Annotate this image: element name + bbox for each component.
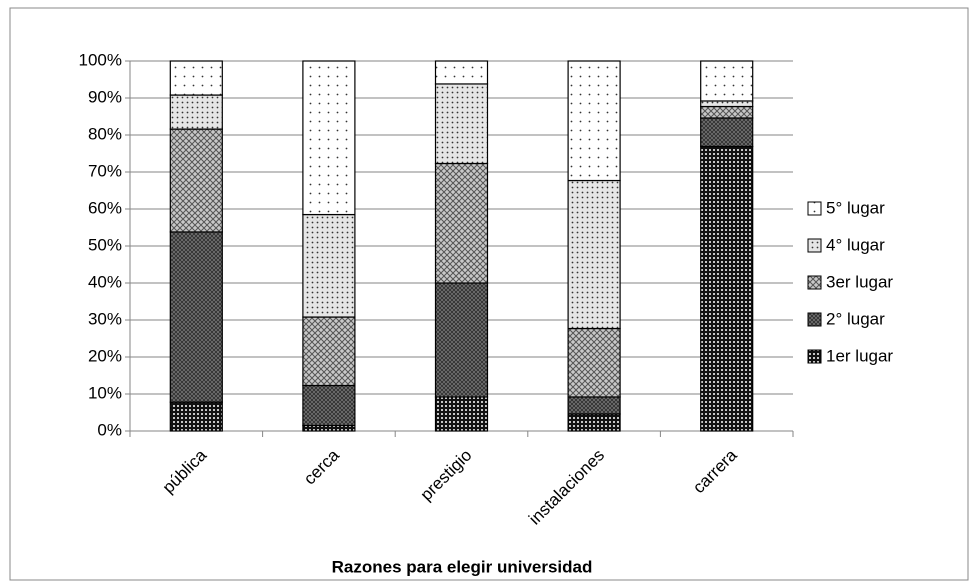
y-tick-label: 70% xyxy=(88,161,122,180)
y-tick-label: 0% xyxy=(97,420,122,439)
bar-segment xyxy=(700,105,754,119)
bar-segment xyxy=(302,60,356,216)
legend-swatch xyxy=(807,201,822,216)
bar-segment xyxy=(700,60,754,102)
chart-border xyxy=(9,7,969,581)
bar-segment xyxy=(302,384,356,427)
y-tick-label: 30% xyxy=(88,309,122,328)
bar-segment xyxy=(434,396,489,432)
bar-segment xyxy=(169,128,223,233)
bar-segment xyxy=(434,282,489,398)
bar-segment xyxy=(567,413,621,432)
bar-segment xyxy=(567,396,621,415)
legend-swatch xyxy=(807,349,822,364)
legend-label: 3er lugar xyxy=(826,272,893,291)
bar-segment xyxy=(169,94,223,130)
bar-segment xyxy=(169,401,223,432)
bar-segment xyxy=(567,60,621,182)
bar-segment xyxy=(302,424,356,432)
bar-segment xyxy=(700,100,754,108)
bar-segment xyxy=(169,60,223,96)
y-tick-label: 80% xyxy=(88,124,122,143)
bar-segment xyxy=(302,316,356,387)
bar-segment xyxy=(434,83,489,165)
bar-segment xyxy=(302,213,356,318)
bar-segment xyxy=(434,60,489,85)
y-tick-label: 10% xyxy=(88,383,122,402)
y-tick-label: 100% xyxy=(79,50,122,69)
legend-swatch xyxy=(807,312,822,327)
legend-label: 4° lugar xyxy=(826,235,885,254)
y-tick-label: 60% xyxy=(88,198,122,217)
y-tick-label: 90% xyxy=(88,87,122,106)
y-tick-label: 50% xyxy=(88,235,122,254)
x-axis-title: Razones para elegir universidad xyxy=(332,557,593,576)
legend-label: 5° lugar xyxy=(826,198,885,217)
y-tick-label: 40% xyxy=(88,272,122,291)
legend-swatch xyxy=(807,238,822,253)
bar-segment xyxy=(434,162,489,284)
legend-swatch xyxy=(807,275,822,290)
legend-label: 1er lugar xyxy=(826,346,893,365)
y-tick-label: 20% xyxy=(88,346,122,365)
bar-segment xyxy=(700,145,754,432)
legend-label: 2° lugar xyxy=(826,309,885,328)
bar-segment xyxy=(700,117,754,148)
bar-segment xyxy=(567,179,621,330)
bar-segment xyxy=(169,231,223,403)
bar-segment xyxy=(567,327,621,398)
